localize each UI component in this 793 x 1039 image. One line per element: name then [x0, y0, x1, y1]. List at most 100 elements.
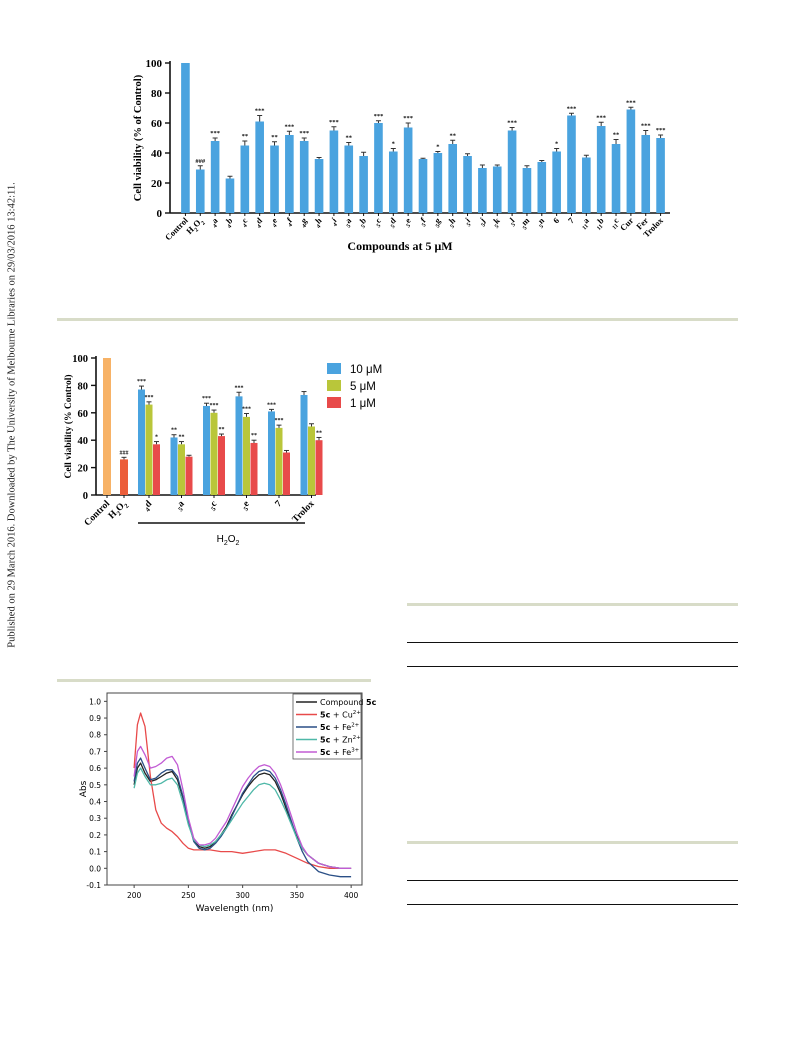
bar	[185, 456, 193, 495]
significance-mark: ***	[656, 127, 666, 134]
bar	[235, 396, 243, 495]
bar	[641, 135, 651, 213]
bar	[582, 157, 591, 213]
significance-mark: **	[171, 428, 177, 434]
x-tick-label: 400	[344, 891, 359, 900]
bar	[507, 130, 517, 213]
significance-mark: ***	[210, 130, 220, 137]
x-axis-label: Compounds at 5 μM	[347, 239, 452, 253]
y-tick-label: 80	[78, 381, 89, 392]
y-tick-label: 100	[146, 58, 163, 70]
legend-label: 5c + Cu2+	[320, 710, 361, 720]
bar	[329, 130, 339, 213]
legend-label: 5c + Zn2+	[320, 735, 361, 745]
x-tick-label: 5​a	[341, 215, 356, 230]
x-tick-label: 4​h	[311, 215, 326, 230]
x-axis-label: Wavelength (nm)	[196, 904, 274, 914]
divider-4	[407, 841, 738, 844]
x-tick-label: 11​a	[577, 215, 594, 232]
significance-mark: ***	[275, 418, 284, 424]
y-tick-label: 0.9	[89, 714, 101, 723]
y-tick-label: 0.5	[89, 781, 101, 790]
significance-mark: ***	[626, 99, 636, 106]
x-tick-label: 5​c	[207, 499, 221, 513]
y-tick-label: 0.7	[89, 747, 101, 756]
x-tick-label: 5​b	[356, 215, 371, 230]
significance-mark: **	[316, 430, 322, 436]
bar	[300, 394, 308, 495]
significance-mark: **	[271, 134, 278, 141]
y-tick-label: -0.1	[86, 881, 101, 890]
bar	[250, 442, 258, 495]
y-tick-label: 40	[151, 148, 163, 160]
bar	[626, 109, 636, 213]
legend-label: 5c + Fe3+	[320, 748, 360, 758]
significance-mark: ***	[242, 406, 251, 412]
significance-mark: ***	[235, 385, 244, 391]
bar	[225, 178, 235, 213]
y-tick-label: 100	[72, 354, 88, 365]
y-tick-label: 80	[151, 88, 163, 100]
bar	[359, 156, 368, 213]
bar	[433, 153, 443, 213]
x-tick-label: 5​n	[534, 215, 549, 230]
y-tick-label: 0.4	[89, 798, 101, 807]
table-line-4	[407, 904, 738, 906]
x-tick-label: 4​d	[141, 499, 156, 514]
bar	[374, 123, 383, 213]
significance-mark: ***	[329, 119, 339, 126]
y-tick-label: 60	[151, 118, 163, 130]
y-tick-label: 0.3	[89, 814, 101, 823]
bar	[240, 145, 250, 213]
x-tick-label: 11​c	[607, 215, 623, 231]
significance-mark: ***	[403, 115, 413, 122]
bar	[145, 404, 153, 495]
bar	[120, 459, 128, 495]
significance-mark: *	[155, 435, 158, 441]
divider-2	[57, 679, 371, 682]
x-tick-label: 11​b	[591, 215, 608, 232]
significance-mark: ***	[299, 130, 309, 137]
x-tick-label: 7	[566, 215, 577, 226]
bar	[388, 151, 398, 213]
bar	[567, 115, 576, 213]
bar	[463, 156, 472, 213]
x-tick-label: 4​a	[207, 215, 222, 230]
y-tick-label: 20	[78, 464, 89, 475]
bar	[596, 126, 606, 213]
x-tick-label: 4​g	[296, 215, 311, 230]
x-tick-label: 5​c	[371, 215, 385, 229]
significance-mark: ***	[202, 396, 211, 402]
legend-label: 1 μM	[350, 398, 376, 410]
x-tick-label: 5​l	[506, 215, 519, 228]
y-tick-label: 1.0	[89, 697, 101, 706]
bar	[153, 444, 160, 495]
bar	[314, 159, 324, 213]
series-line	[133, 767, 352, 869]
x-tick-label: 6	[551, 215, 561, 225]
bar	[178, 444, 185, 495]
bar	[552, 151, 561, 213]
legend-label: Compound 5c	[320, 698, 377, 707]
legend-label: 5 μM	[350, 381, 376, 393]
y-tick-label: 0.8	[89, 731, 101, 740]
table-line-2	[407, 666, 738, 668]
y-tick-label: 0.1	[89, 848, 101, 857]
series-line	[133, 745, 352, 869]
y-tick-label: 0	[83, 491, 88, 502]
x-tick-label: 5​e	[401, 215, 415, 229]
bar	[448, 144, 458, 213]
bar	[210, 412, 218, 495]
x-tick-label: 350	[290, 891, 305, 900]
legend-swatch	[327, 397, 341, 408]
significance-mark: ***	[507, 120, 517, 127]
bar	[403, 127, 413, 213]
bar	[315, 440, 323, 495]
bar	[103, 358, 111, 495]
bar	[285, 135, 294, 213]
bar	[283, 452, 290, 495]
bar	[611, 144, 621, 213]
significance-mark: ***	[284, 123, 294, 130]
